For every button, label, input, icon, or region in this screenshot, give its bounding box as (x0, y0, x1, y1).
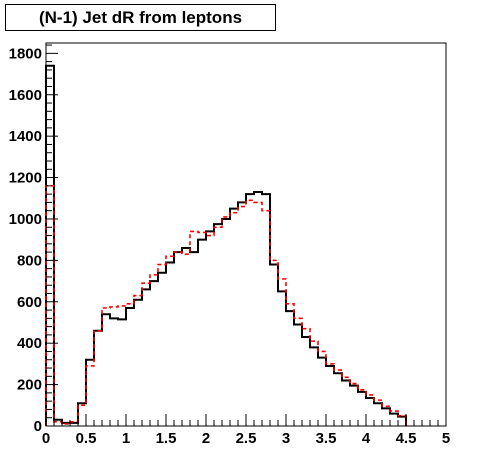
y-tick-label: 800 (17, 252, 42, 269)
x-tick-label: 4.5 (396, 430, 417, 447)
x-tick-label: 0 (42, 430, 50, 447)
x-tick-label: 2 (202, 430, 210, 447)
y-tick-label: 600 (17, 294, 42, 311)
series-line-red-dashed (45, 185, 407, 426)
y-tick-label: 1000 (9, 211, 42, 228)
y-tick-label: 1200 (9, 170, 42, 187)
chart-title-box: (N-1) Jet dR from leptons (5, 4, 276, 31)
chart-title: (N-1) Jet dR from leptons (38, 8, 243, 27)
x-tick-label: 3 (282, 430, 290, 447)
x-tick-label: 5 (442, 430, 450, 447)
x-tick-label: 4 (362, 430, 371, 447)
y-tick-label: 400 (17, 335, 42, 352)
y-tick-label: 1800 (9, 45, 42, 62)
y-tick-label: 1600 (9, 87, 42, 104)
x-tick-label: 1 (122, 430, 130, 447)
y-tick-label: 200 (17, 377, 42, 394)
x-tick-label: 0.5 (76, 430, 97, 447)
y-tick-label: 1400 (9, 128, 42, 145)
y-tick-label: 0 (34, 418, 42, 435)
x-tick-label: 2.5 (236, 430, 257, 447)
series-layer (45, 64, 407, 426)
plot-frame (45, 42, 447, 427)
x-tick-label: 3.5 (316, 430, 337, 447)
axis-layer: 0 0.5 1 1.5 2 2.5 3 3.5 4 4.5 5 0 200 400 600 800 1000 12… (9, 44, 450, 447)
x-tick-label: 1.5 (156, 430, 177, 447)
series-line-black (45, 64, 407, 426)
